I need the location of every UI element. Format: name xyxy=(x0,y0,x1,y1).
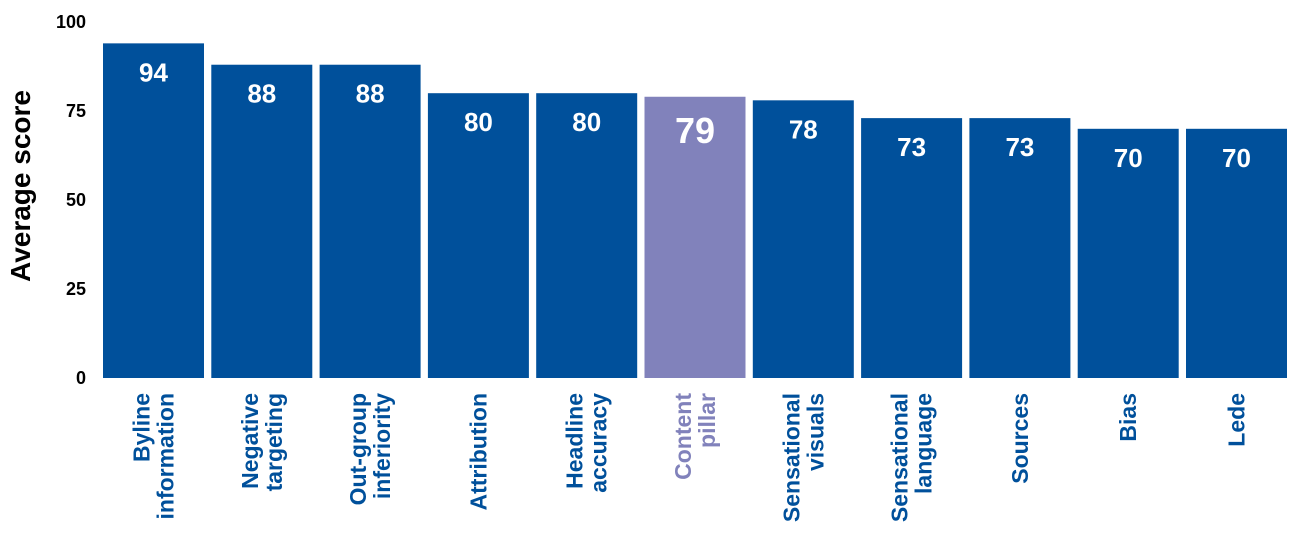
category-label-text: Bylineinformation xyxy=(129,393,179,520)
category-label-text: Lede xyxy=(1224,393,1250,447)
value-labels-group: 94 88 88 80 80 79 78 73 73 70 70 xyxy=(139,57,1251,172)
category-label-line: Out-group xyxy=(345,393,371,505)
category-label-line: Byline xyxy=(129,393,155,462)
bar xyxy=(1077,128,1179,378)
category-label-text: Sensationallanguage xyxy=(887,393,937,522)
bar-value-label: 70 xyxy=(1222,143,1251,173)
y-tick-label: 100 xyxy=(56,12,86,32)
category-label-line: language xyxy=(911,393,937,494)
category-label-line: accuracy xyxy=(586,393,612,493)
category-label-line: Negative xyxy=(237,393,263,489)
category-label-line: Sensational xyxy=(778,393,804,522)
bar-value-label: 88 xyxy=(247,79,276,109)
category-label-text: Attribution xyxy=(465,393,491,511)
bar xyxy=(427,93,529,378)
category-label-line: Sources xyxy=(1007,393,1033,484)
category-label: Sensationallanguage xyxy=(887,393,937,522)
bar-value-label: 80 xyxy=(572,107,601,137)
category-label-line: Attribution xyxy=(465,393,491,511)
bars-group xyxy=(103,43,1287,379)
category-label-line: Bias xyxy=(1115,393,1141,442)
category-label: Bias xyxy=(1115,393,1141,442)
bar-value-label: 70 xyxy=(1114,143,1143,173)
y-tick-label: 25 xyxy=(66,279,86,299)
y-axis-ticks: 0 25 50 75 100 xyxy=(56,12,86,388)
category-label-text: Sources xyxy=(1007,393,1033,484)
category-label-line: Headline xyxy=(562,393,588,489)
bar-value-label: 88 xyxy=(356,79,385,109)
category-label: Sensationalvisuals xyxy=(778,393,828,522)
category-label: Headlineaccuracy xyxy=(562,393,612,493)
category-label: Sources xyxy=(1007,393,1033,484)
category-label-line: Sensational xyxy=(887,393,913,522)
bar xyxy=(211,64,313,378)
bar xyxy=(861,118,963,379)
category-label-text: Sensationalvisuals xyxy=(778,393,828,522)
bar xyxy=(319,64,421,378)
category-label-text: Negativetargeting xyxy=(237,393,287,491)
bar xyxy=(536,93,638,378)
bar xyxy=(752,100,854,378)
bar-value-label: 80 xyxy=(464,107,493,137)
y-tick-label: 0 xyxy=(76,368,86,388)
category-label-line: Lede xyxy=(1224,393,1250,447)
category-label-text: Bias xyxy=(1115,393,1141,442)
category-label: Contentpillar xyxy=(670,393,720,480)
bar-value-label: 79 xyxy=(675,110,715,151)
y-tick-label: 50 xyxy=(66,190,86,210)
y-tick-label: 75 xyxy=(66,101,86,121)
bar-value-label: 73 xyxy=(897,132,926,162)
category-label: Bylineinformation xyxy=(129,393,179,520)
category-labels-group: Bylineinformation Negativetargeting Out-gr… xyxy=(129,393,1250,522)
bar xyxy=(103,43,204,379)
bar xyxy=(644,96,746,378)
bar xyxy=(1186,128,1287,378)
bar xyxy=(969,118,1071,379)
bar-value-label: 73 xyxy=(1005,132,1034,162)
bar-value-label: 78 xyxy=(789,114,818,144)
y-axis-title-group: Average score xyxy=(5,90,36,282)
category-label: Lede xyxy=(1224,393,1250,447)
category-label-line: visuals xyxy=(802,393,828,471)
category-label-line: targeting xyxy=(261,393,287,491)
category-label-line: inferiority xyxy=(369,393,395,499)
category-label-text: Headlineaccuracy xyxy=(562,393,612,493)
category-label: Out-groupinferiority xyxy=(345,393,395,506)
category-label-line: Content xyxy=(670,393,696,480)
bar-value-label: 94 xyxy=(139,57,168,87)
category-label-line: pillar xyxy=(694,393,720,448)
category-label-text: Contentpillar xyxy=(670,393,720,480)
category-label-line: information xyxy=(153,393,179,520)
category-label: Negativetargeting xyxy=(237,393,287,491)
category-label-text: Out-groupinferiority xyxy=(345,393,395,506)
category-label: Attribution xyxy=(465,393,491,511)
y-axis-title: Average score xyxy=(5,90,36,282)
